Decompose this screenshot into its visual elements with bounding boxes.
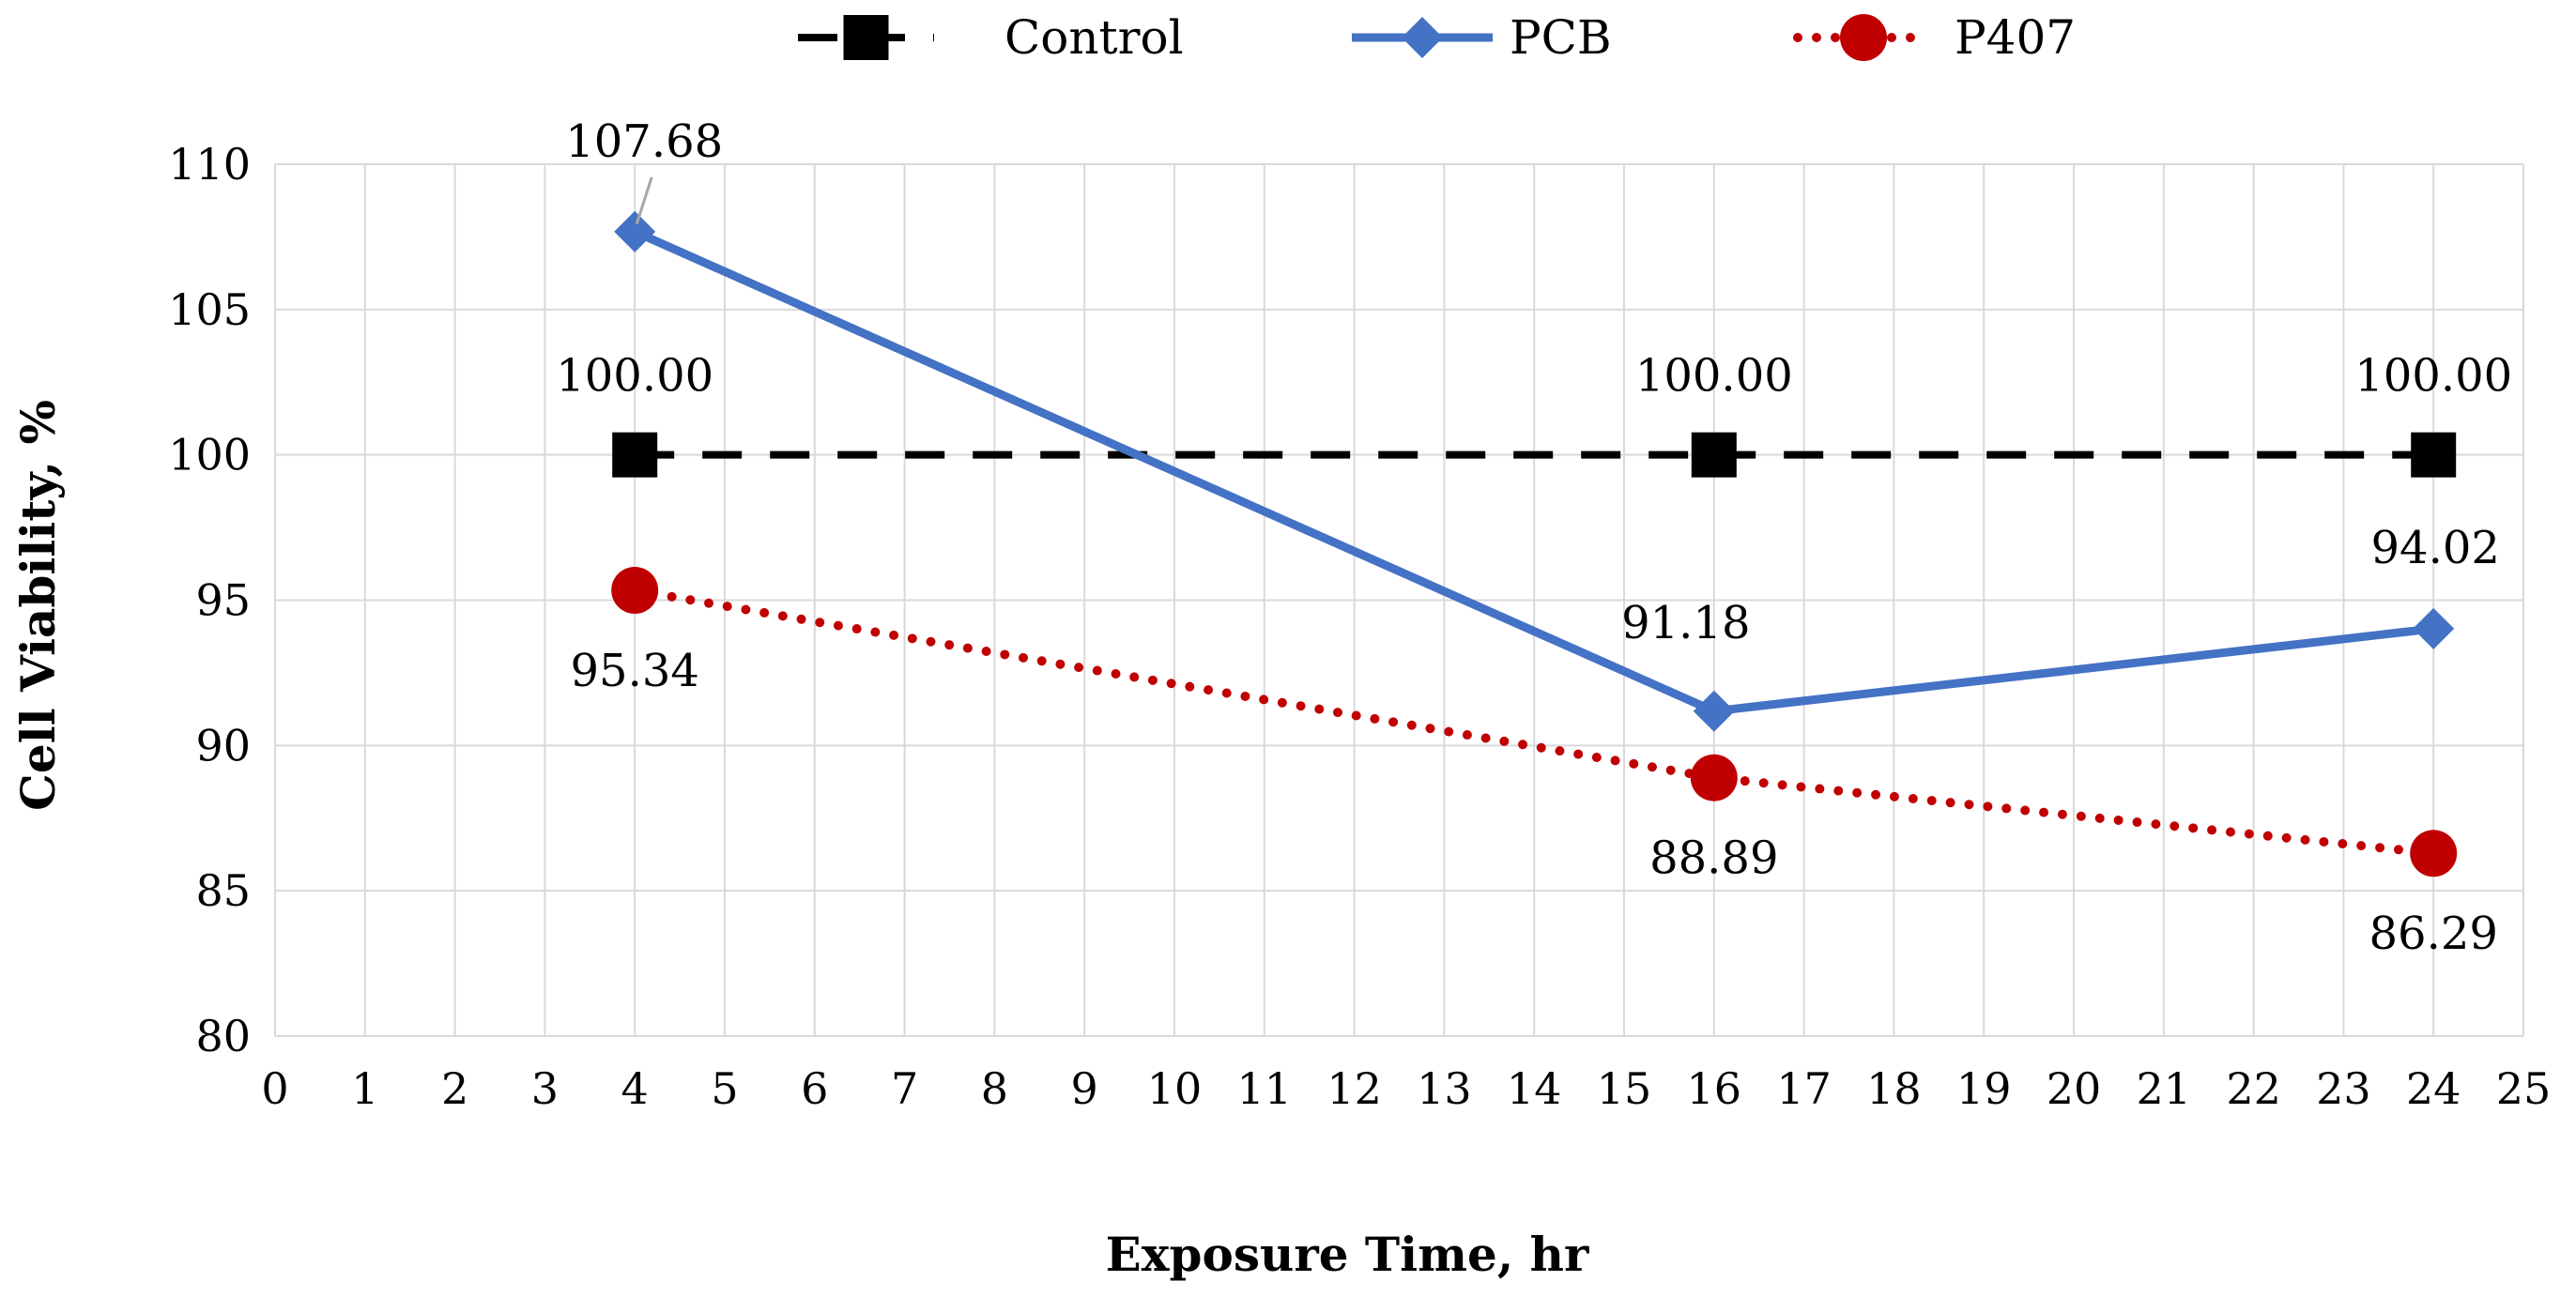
x-tick-label: 3	[531, 1063, 559, 1114]
x-tick-label: 7	[891, 1063, 918, 1114]
p407-data-label-24h: 86.29	[2369, 908, 2497, 960]
x-tick-label: 9	[1071, 1063, 1098, 1114]
y-tick-label: 105	[168, 284, 251, 335]
pcb-data-label-16h: 91.18	[1621, 597, 1750, 649]
y-axis-title: Cell Viability, %	[10, 400, 66, 811]
x-tick-label: 12	[1326, 1063, 1382, 1114]
x-tick-label: 10	[1147, 1063, 1203, 1114]
x-tick-label: 14	[1507, 1063, 1562, 1114]
x-tick-label: 15	[1597, 1063, 1652, 1114]
x-tick-label: 1	[351, 1063, 378, 1114]
y-tick-label: 95	[195, 575, 251, 626]
axes: 0 1 2 3 4 5 6 7 8 9 10 11 12 13 14 15 16 17 18 19 20 21 22 23 24…	[168, 139, 2551, 1114]
p407-data-label-16h: 88.89	[1649, 832, 1778, 885]
x-tick-label: 22	[2226, 1063, 2281, 1114]
x-tick-label: 23	[2316, 1063, 2371, 1114]
p407-marker-24h	[2410, 830, 2458, 877]
pcb-marker-24h	[2413, 607, 2455, 649]
x-tick-label: 21	[2137, 1063, 2192, 1114]
control-data-label-24h: 100.00	[2354, 350, 2512, 403]
x-tick-label: 17	[1776, 1063, 1832, 1114]
grid	[274, 163, 2524, 1037]
legend-p407-marker	[1840, 14, 1887, 61]
legend-control-marker	[843, 15, 889, 60]
x-tick-label: 4	[621, 1063, 649, 1114]
legend: Control PCB P407	[798, 10, 2076, 65]
control-marker-16h	[1691, 432, 1737, 478]
x-tick-label: 20	[2047, 1063, 2102, 1114]
p407-data-label-4h: 95.34	[570, 645, 698, 697]
x-axis-title: Exposure Time, hr	[1106, 1227, 1589, 1282]
x-tick-label: 18	[1866, 1063, 1922, 1114]
x-tick-label: 13	[1417, 1063, 1472, 1114]
control-data-label-4h: 100.00	[556, 350, 713, 403]
x-tick-label: 6	[801, 1063, 828, 1114]
control-data-label-16h: 100.00	[1635, 350, 1793, 403]
legend-control-label: Control	[1004, 10, 1184, 65]
control-marker-4h	[612, 432, 658, 478]
x-tick-label: 2	[441, 1063, 468, 1114]
legend-pcb-marker	[1402, 17, 1443, 58]
x-tick-label: 25	[2496, 1063, 2552, 1114]
p407-series-line	[630, 585, 2439, 859]
pcb-label-leader-line	[635, 176, 653, 225]
x-tick-label: 19	[1956, 1063, 2012, 1114]
legend-pcb-label: PCB	[1510, 10, 1612, 65]
y-tick-label: 85	[195, 865, 251, 916]
x-tick-label: 5	[711, 1063, 738, 1114]
pcb-marker-16h	[1693, 690, 1735, 732]
series	[611, 210, 2458, 877]
pcb-data-label-24h: 94.02	[2370, 522, 2499, 574]
p407-marker-16h	[1690, 754, 1738, 801]
y-tick-label: 80	[195, 1011, 251, 1061]
x-tick-label: 24	[2406, 1063, 2461, 1114]
y-tick-label: 110	[168, 139, 251, 190]
x-tick-label: 11	[1237, 1063, 1293, 1114]
x-tick-label: 0	[261, 1063, 288, 1114]
data-labels: 100.00 100.00 100.00 107.68 91.18 94.02 95.34 8…	[556, 115, 2512, 960]
y-tick-label: 90	[195, 720, 251, 771]
control-marker-24h	[2411, 432, 2457, 478]
pcb-marker-4h	[614, 210, 656, 252]
p407-marker-4h	[611, 566, 659, 614]
y-tick-label: 100	[168, 430, 251, 481]
x-tick-label: 16	[1687, 1063, 1742, 1114]
x-tick-label: 8	[981, 1063, 1008, 1114]
legend-p407-label: P407	[1955, 10, 2076, 65]
pcb-data-label-4h: 107.68	[565, 115, 723, 168]
